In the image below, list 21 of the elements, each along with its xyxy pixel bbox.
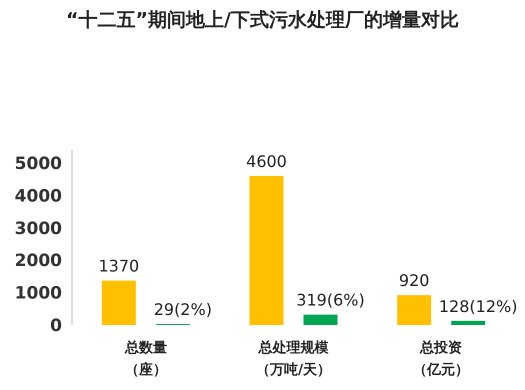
y-tick-label: 0 (50, 316, 62, 336)
bar (397, 295, 432, 325)
y-tick-label: 2000 (14, 251, 62, 272)
y-tick-label: 4000 (14, 186, 62, 206)
y-tick-label: 3000 (14, 218, 62, 239)
data-label: 319(6%) (296, 290, 365, 310)
y-tick-label: 1000 (14, 284, 62, 304)
bar (304, 314, 338, 325)
chart-title: “十二五”期间地上/下式污水处理厂的增量对比 (66, 9, 459, 31)
bar (451, 320, 486, 325)
data-label: 128(12%) (438, 296, 518, 316)
data-label: 1370 (98, 256, 140, 276)
data-label: 4600 (246, 152, 287, 171)
data-label: 920 (398, 271, 430, 290)
bar (102, 280, 136, 325)
x-tick-label: 总处理规模（万吨/天） (256, 340, 332, 378)
data-label: 29(2%) (154, 300, 212, 320)
x-tick-label: 总数量（座） (124, 340, 167, 378)
x-tick-label: 总投资（亿元） (413, 340, 470, 378)
y-tick-label: 5000 (14, 154, 62, 174)
bar (250, 176, 284, 325)
